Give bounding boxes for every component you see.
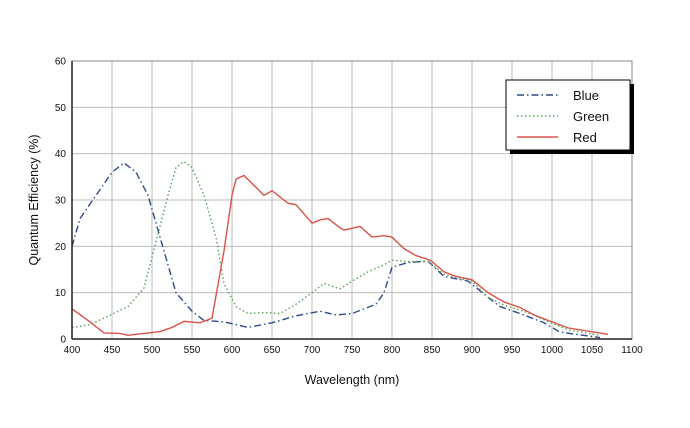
x-tick-label: 550 xyxy=(184,345,201,356)
series-line-blue xyxy=(71,162,601,339)
series-line-green xyxy=(71,160,601,336)
x-tick-label: 750 xyxy=(344,345,361,356)
x-tick-label: 900 xyxy=(464,345,481,356)
y-tick-label: 0 xyxy=(60,335,66,346)
legend-box xyxy=(505,79,631,151)
x-tick-label: 850 xyxy=(424,345,441,356)
x-tick-label: 1000 xyxy=(541,345,564,356)
y-tick-label: 40 xyxy=(55,149,67,160)
legend-label-red: Red xyxy=(573,130,597,145)
series-line-red xyxy=(71,174,609,337)
x-tick-label: 500 xyxy=(144,345,161,356)
legend-label-green: Green xyxy=(573,109,609,124)
x-tick-label: 1050 xyxy=(581,345,604,356)
y-tick-label: 10 xyxy=(55,288,67,299)
y-axis-label: Quantum Efficiency (%) xyxy=(27,134,41,265)
x-tick-label: 800 xyxy=(384,345,401,356)
y-tick-label: 30 xyxy=(55,196,67,207)
x-axis-label: Wavelength (nm) xyxy=(305,373,400,387)
x-tick-label: 400 xyxy=(64,345,81,356)
x-tick-label: 600 xyxy=(224,345,241,356)
x-tick-label: 950 xyxy=(504,345,521,356)
x-tick-label: 650 xyxy=(264,345,281,356)
x-tick-label: 450 xyxy=(104,345,121,356)
y-tick-label: 20 xyxy=(55,242,67,253)
legend: Blue Green Red xyxy=(505,79,634,154)
y-tick-label: 50 xyxy=(55,103,67,114)
legend-label-blue: Blue xyxy=(573,88,599,103)
x-tick-label: 1100 xyxy=(621,345,643,356)
y-tick-label: 60 xyxy=(55,57,67,68)
x-tick-label: 700 xyxy=(304,345,321,356)
series-lines xyxy=(71,160,609,339)
tick-labels: 400 450 500 550 600 650 700 750 800 850 900 950 1000… xyxy=(55,57,643,357)
